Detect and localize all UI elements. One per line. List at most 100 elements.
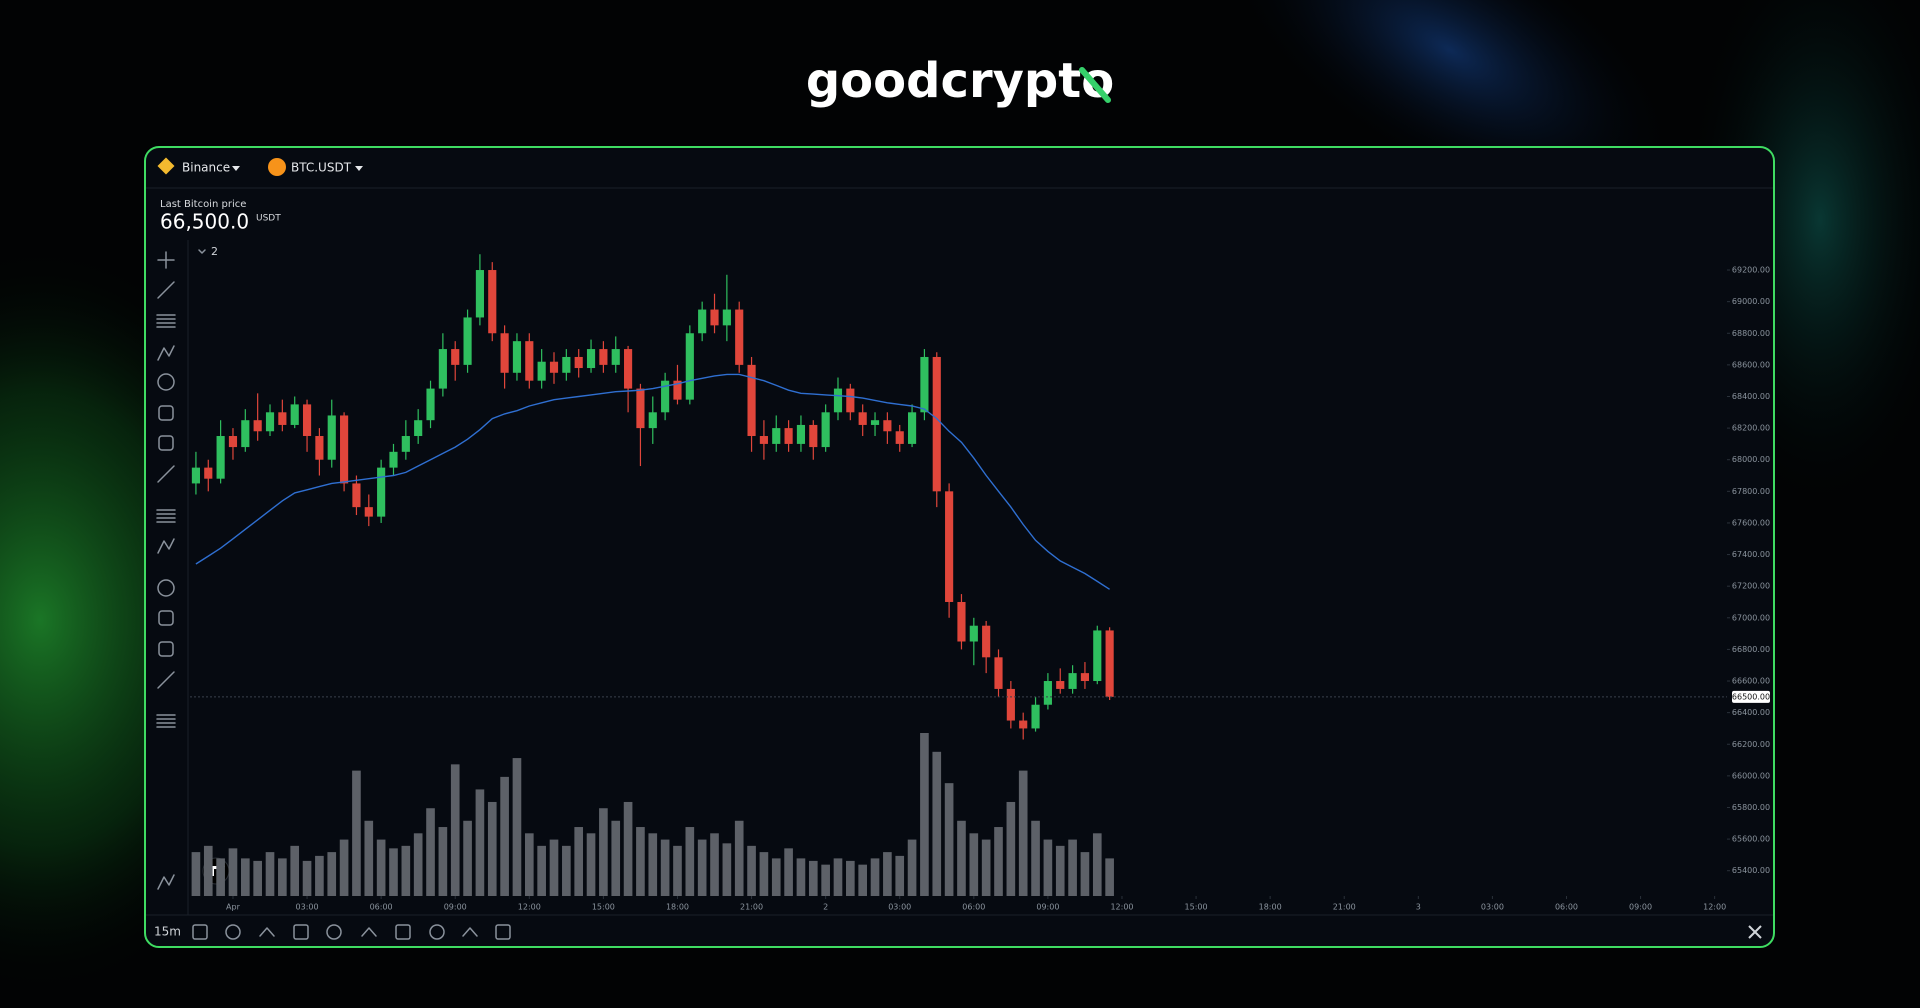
bottom-icon bbox=[259, 927, 275, 937]
tool-button[interactable] bbox=[156, 714, 176, 728]
tool-button[interactable] bbox=[157, 538, 175, 554]
volume-bar bbox=[883, 852, 892, 896]
volume-bar bbox=[1006, 801, 1016, 896]
tool-button[interactable] bbox=[156, 314, 176, 328]
pair-selector[interactable]: BTC.USDT bbox=[268, 158, 363, 176]
candle-body bbox=[500, 333, 509, 373]
candle-body bbox=[920, 356, 929, 413]
volume-bar bbox=[771, 858, 781, 896]
tool-button[interactable] bbox=[158, 405, 174, 421]
candle-body bbox=[438, 349, 447, 389]
volume-bar bbox=[673, 845, 682, 896]
tool-button[interactable] bbox=[158, 435, 174, 451]
volume-bar bbox=[500, 776, 509, 896]
tool-icon bbox=[157, 465, 175, 483]
bottom-button[interactable] bbox=[462, 927, 478, 937]
candle-body bbox=[648, 412, 657, 429]
y-tick-label: 66200.00 bbox=[1732, 740, 1770, 749]
tool-button[interactable] bbox=[158, 610, 174, 626]
volume-bar bbox=[833, 858, 843, 896]
candle-body bbox=[698, 309, 707, 334]
x-tick-label: 12:00 bbox=[1703, 903, 1726, 912]
volume-bar bbox=[364, 820, 374, 896]
candle-body bbox=[932, 356, 941, 492]
x-tick-label: 21:00 bbox=[1333, 903, 1356, 912]
volume-bar bbox=[191, 852, 201, 896]
candle-body bbox=[228, 436, 238, 448]
interval[interactable]: 15m bbox=[154, 925, 181, 939]
x-tick-label: 03:00 bbox=[296, 903, 319, 912]
close-button[interactable] bbox=[1748, 925, 1762, 939]
x-tick-label: 06:00 bbox=[1555, 903, 1578, 912]
y-tick-label: 67400.00 bbox=[1732, 550, 1770, 559]
y-tick-label: 66800.00 bbox=[1732, 645, 1770, 654]
tool-button[interactable] bbox=[157, 874, 175, 890]
volume-bar bbox=[944, 783, 954, 896]
candle-body bbox=[1056, 681, 1065, 689]
tool-icon bbox=[158, 405, 174, 421]
volume-bar bbox=[858, 864, 868, 896]
bottom-button[interactable] bbox=[326, 924, 342, 940]
y-tick-label: 66600.00 bbox=[1732, 677, 1770, 686]
candle-body bbox=[636, 388, 645, 429]
candle-body bbox=[574, 356, 583, 369]
tool-icon bbox=[156, 509, 176, 523]
logo-accent bbox=[1079, 67, 1111, 103]
tool-button[interactable] bbox=[157, 671, 175, 689]
volume-bar bbox=[710, 833, 719, 896]
candle-body bbox=[340, 415, 349, 484]
volume-bar bbox=[463, 820, 472, 896]
candle-body bbox=[216, 436, 225, 479]
bottom-button[interactable] bbox=[225, 924, 241, 940]
x-tick-label: 2 bbox=[823, 903, 828, 912]
bottom-icon bbox=[462, 927, 478, 937]
bottom-icon bbox=[293, 924, 309, 940]
y-tick-label: 65600.00 bbox=[1732, 835, 1770, 844]
candle-body bbox=[389, 451, 398, 468]
candle-body bbox=[204, 467, 213, 479]
candle-body bbox=[1031, 704, 1040, 729]
y-tick-label: 68000.00 bbox=[1732, 455, 1770, 464]
chart-panel bbox=[144, 146, 1775, 948]
x-tick-label: 09:00 bbox=[1036, 903, 1059, 912]
y-tick-label: 66000.00 bbox=[1732, 771, 1770, 780]
volume-bar bbox=[290, 845, 300, 896]
bottom-button[interactable] bbox=[395, 924, 411, 940]
tool-button[interactable] bbox=[158, 641, 174, 657]
bottom-button[interactable] bbox=[293, 924, 309, 940]
tool-button[interactable] bbox=[157, 465, 175, 483]
candle-body bbox=[772, 428, 781, 444]
tool-button[interactable] bbox=[157, 281, 175, 299]
candle-body bbox=[661, 380, 670, 413]
candle-body bbox=[759, 436, 768, 444]
bottom-button[interactable] bbox=[192, 924, 208, 940]
volume-bar bbox=[734, 820, 744, 896]
tool-button[interactable] bbox=[157, 251, 175, 269]
tool-button[interactable] bbox=[157, 579, 175, 597]
tool-button[interactable] bbox=[156, 509, 176, 523]
candle-body bbox=[1006, 688, 1015, 721]
bottom-button[interactable] bbox=[259, 927, 275, 937]
candle-body bbox=[327, 415, 336, 460]
volume-bar bbox=[216, 858, 225, 896]
volume-bar bbox=[611, 820, 621, 896]
volume-bar bbox=[784, 848, 793, 896]
volume-bar bbox=[327, 852, 337, 896]
candle-body bbox=[562, 356, 571, 373]
volume-bar bbox=[389, 848, 398, 896]
volume-bar bbox=[562, 845, 571, 896]
bottom-icon bbox=[326, 924, 342, 940]
candle-body bbox=[290, 404, 299, 425]
bottom-button[interactable] bbox=[429, 924, 445, 940]
bottom-icon bbox=[225, 924, 241, 940]
tool-button[interactable] bbox=[157, 345, 175, 361]
moving-average bbox=[195, 373, 1110, 590]
tool-button[interactable] bbox=[157, 373, 175, 391]
bottom-button[interactable] bbox=[495, 924, 511, 940]
exchange-selector[interactable]: Binance bbox=[157, 157, 240, 175]
volume-bar bbox=[426, 808, 435, 896]
tool-icon bbox=[157, 345, 175, 361]
indicator-toggle[interactable]: 2 bbox=[198, 245, 218, 258]
bottom-button[interactable] bbox=[361, 927, 377, 937]
volume-bar bbox=[969, 833, 979, 896]
